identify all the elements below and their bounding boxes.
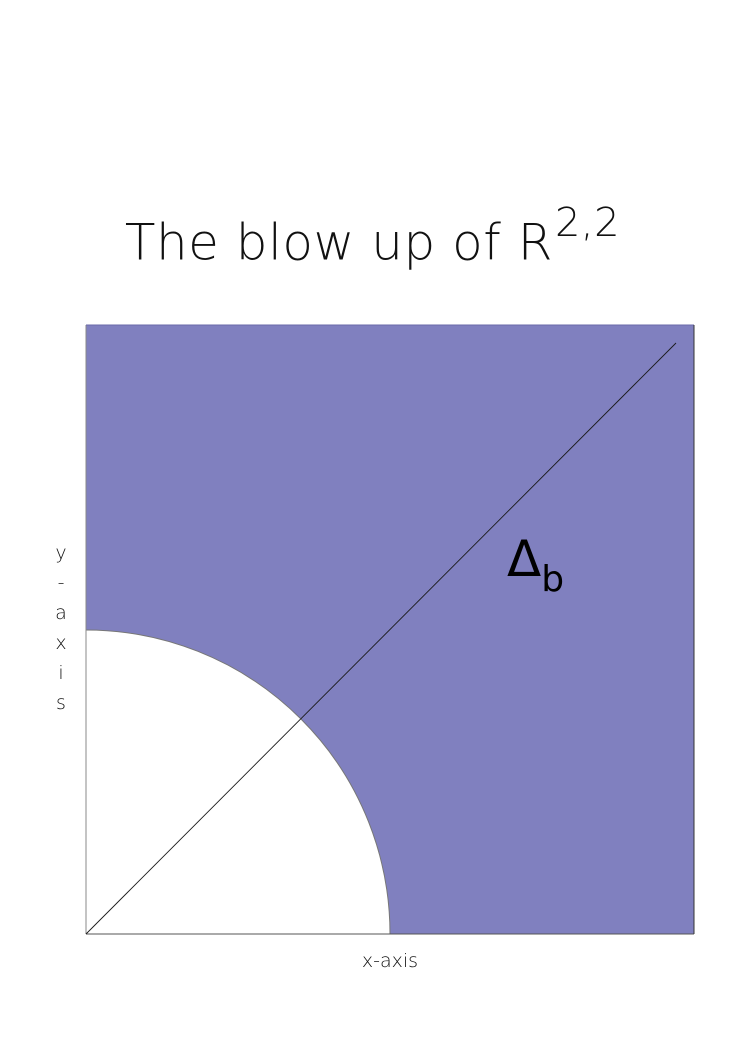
- y-axis-label-char: a: [55, 602, 67, 624]
- y-axis-label-char: -: [57, 572, 65, 594]
- region-label-subscript: b: [541, 559, 565, 600]
- diagonal-line: [85, 342, 677, 935]
- y-axis-label-char: x: [55, 632, 67, 654]
- y-axis-label-char: i: [58, 662, 64, 684]
- y-axis-label-char: s: [56, 692, 66, 714]
- region-label: Δb: [507, 530, 564, 600]
- region-label-symbol: Δ: [507, 530, 542, 588]
- x-axis-label: x-axis: [361, 950, 419, 972]
- y-axis-label-char: y: [55, 542, 67, 564]
- title-text: The blow up of R: [124, 213, 553, 272]
- title-superscript: 2,2: [554, 200, 621, 246]
- diagram-title: The blow up of R2,2: [0, 200, 745, 272]
